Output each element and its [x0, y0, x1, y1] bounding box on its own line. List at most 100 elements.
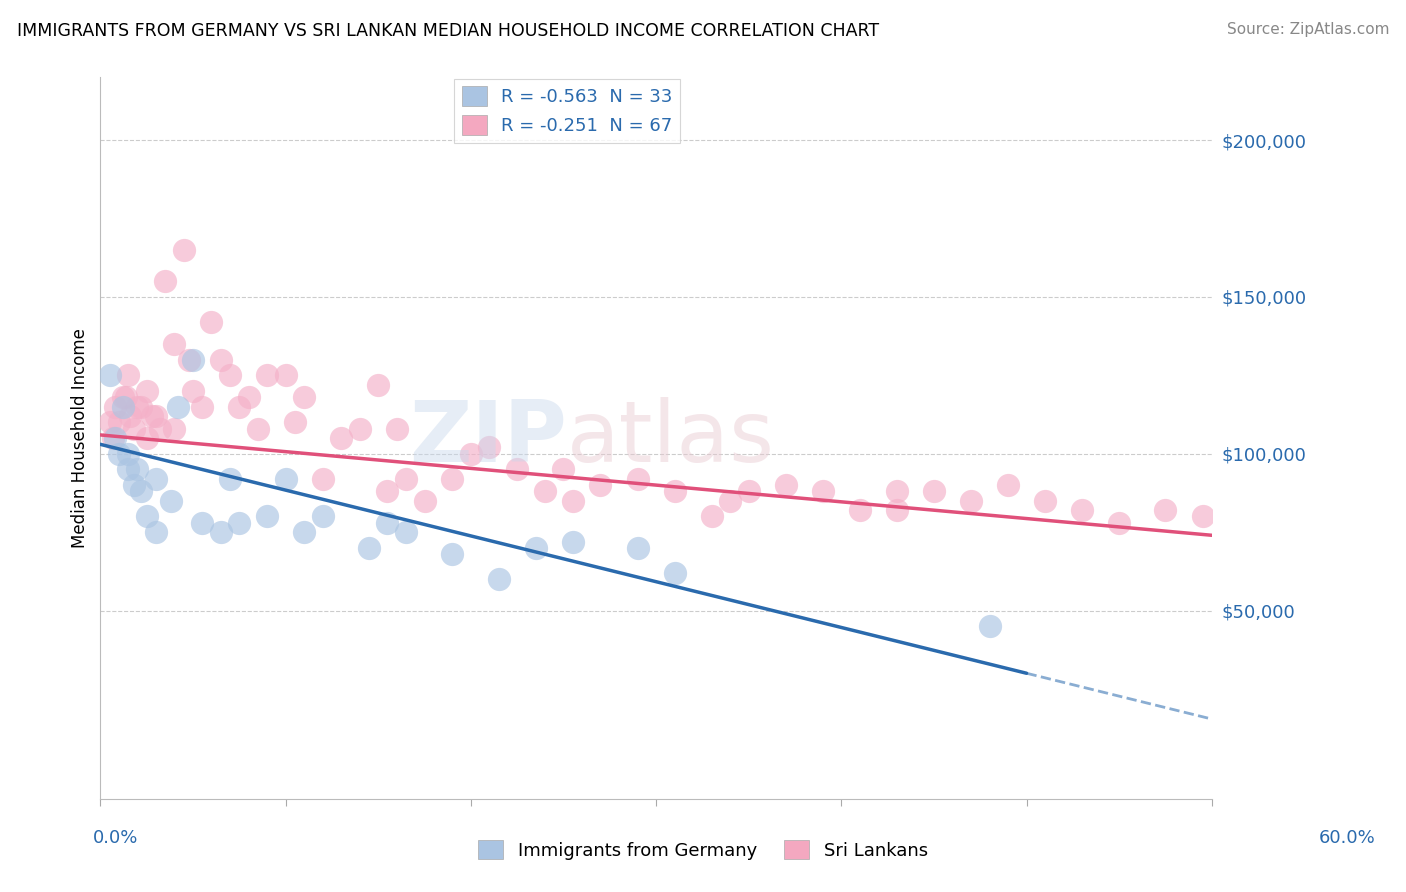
Point [700, 509, 723, 524]
Point [460, 447, 482, 461]
Point [246, 422, 269, 436]
Point [413, 493, 436, 508]
Point [103, 431, 125, 445]
Point [553, 462, 575, 476]
Point [274, 472, 297, 486]
Point [664, 484, 686, 499]
Point [181, 352, 204, 367]
Point [209, 525, 232, 540]
Point [117, 462, 139, 476]
Point [145, 409, 167, 423]
Point [292, 390, 315, 404]
Point [664, 566, 686, 580]
Point [506, 462, 529, 476]
Point [1154, 503, 1177, 517]
Point [115, 390, 138, 404]
Point [1191, 509, 1213, 524]
Point [274, 368, 297, 383]
Point [626, 472, 648, 486]
Point [1108, 516, 1130, 530]
Point [718, 493, 741, 508]
Point [385, 422, 408, 436]
Point [111, 390, 134, 404]
Point [1033, 493, 1056, 508]
Point [173, 243, 195, 257]
Point [311, 509, 333, 524]
Point [256, 509, 278, 524]
Point [127, 462, 149, 476]
Text: ZIP: ZIP [409, 397, 567, 480]
Point [775, 478, 797, 492]
Point [626, 541, 648, 555]
Point [377, 484, 399, 499]
Point [153, 274, 176, 288]
Point [357, 541, 380, 555]
Point [108, 447, 131, 461]
Point [284, 416, 307, 430]
Point [534, 484, 557, 499]
Point [104, 431, 127, 445]
Point [122, 422, 145, 436]
Text: Source: ZipAtlas.com: Source: ZipAtlas.com [1226, 22, 1389, 37]
Point [104, 400, 127, 414]
Point [209, 352, 232, 367]
Point [395, 525, 418, 540]
Point [849, 503, 872, 517]
Point [292, 525, 315, 540]
Text: 60.0%: 60.0% [1319, 830, 1375, 847]
Point [524, 541, 547, 555]
Point [122, 478, 145, 492]
Point [441, 547, 464, 561]
Legend: R = -0.563  N = 33, R = -0.251  N = 67: R = -0.563 N = 33, R = -0.251 N = 67 [454, 79, 681, 143]
Text: IMMIGRANTS FROM GERMANY VS SRI LANKAN MEDIAN HOUSEHOLD INCOME CORRELATION CHART: IMMIGRANTS FROM GERMANY VS SRI LANKAN ME… [17, 22, 879, 40]
Point [886, 484, 908, 499]
Point [737, 484, 759, 499]
Point [191, 516, 214, 530]
Point [129, 484, 152, 499]
Point [111, 400, 134, 414]
Point [561, 493, 583, 508]
Point [311, 472, 333, 486]
Point [219, 472, 242, 486]
Point [98, 368, 121, 383]
Point [960, 493, 983, 508]
Point [135, 431, 157, 445]
Point [135, 509, 157, 524]
Point [163, 337, 186, 351]
Point [589, 478, 612, 492]
Point [441, 472, 464, 486]
Point [349, 422, 371, 436]
Point [367, 377, 389, 392]
Point [1071, 503, 1094, 517]
Point [922, 484, 945, 499]
Point [997, 478, 1019, 492]
Point [127, 400, 149, 414]
Point [179, 352, 201, 367]
Point [135, 384, 157, 398]
Point [108, 416, 131, 430]
Point [488, 572, 510, 586]
Point [478, 441, 501, 455]
Point [129, 400, 152, 414]
Point [886, 503, 908, 517]
Point [191, 400, 214, 414]
Point [149, 422, 172, 436]
Point [219, 368, 242, 383]
Legend: Immigrants from Germany, Sri Lankans: Immigrants from Germany, Sri Lankans [471, 832, 935, 867]
Point [117, 368, 139, 383]
Point [159, 493, 181, 508]
Point [256, 368, 278, 383]
Point [200, 315, 222, 329]
Point [145, 525, 167, 540]
Text: 0.0%: 0.0% [93, 830, 138, 847]
Point [330, 431, 353, 445]
Point [979, 619, 1001, 633]
Point [141, 409, 163, 423]
Text: atlas: atlas [567, 397, 775, 480]
Point [181, 384, 204, 398]
Point [228, 400, 250, 414]
Point [145, 472, 167, 486]
Point [395, 472, 418, 486]
Y-axis label: Median Household Income: Median Household Income [72, 328, 89, 548]
Point [228, 516, 250, 530]
